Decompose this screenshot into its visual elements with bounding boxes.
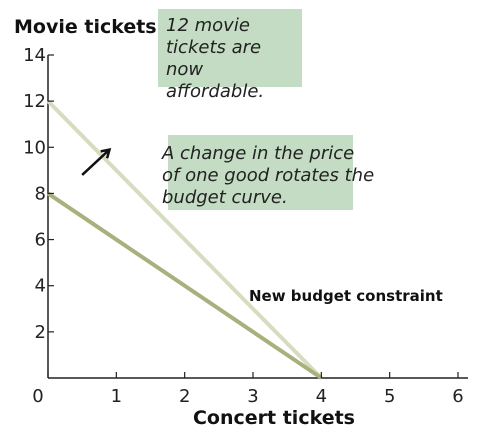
x-tick-label: 4 xyxy=(316,386,327,407)
annotation-rotation: A change in the price of one good rotate… xyxy=(162,135,374,210)
x-axis-label: Concert tickets xyxy=(193,407,355,429)
y-tick-label: 2 xyxy=(35,322,46,343)
x-tick-label: 5 xyxy=(384,386,395,407)
x-tick-label: 6 xyxy=(452,386,463,407)
arrow-head xyxy=(100,147,112,159)
x-tick-label: 1 xyxy=(111,386,122,407)
arrow-shaft xyxy=(81,148,111,176)
budget-line-1 xyxy=(46,191,323,380)
y-tick-label: 10 xyxy=(23,137,46,158)
y-tick-label: 8 xyxy=(35,183,46,204)
y-tick-label: 4 xyxy=(35,276,46,297)
y-tick-label: 6 xyxy=(35,230,46,251)
y-tick-label: 14 xyxy=(23,45,46,66)
annotation-rotation-text: A change in the price of one good rotate… xyxy=(162,143,375,208)
y-tick-label: 12 xyxy=(23,91,46,112)
y-ticks: 2 4 6 8 10 12 14 xyxy=(23,45,54,343)
x-tick-label: 3 xyxy=(247,386,258,407)
axes xyxy=(47,55,468,379)
new-budget-constraint-label: New budget constraint xyxy=(249,287,443,305)
x-tick-label: 2 xyxy=(179,386,190,407)
budget-lines xyxy=(46,99,323,380)
annotation-affordable-text: 12 movie tickets are now affordable. xyxy=(166,15,265,102)
rotation-arrow xyxy=(81,147,112,176)
annotation-affordable: 12 movie tickets are now affordable. xyxy=(158,9,302,102)
x-ticks: 0 1 2 3 4 5 6 xyxy=(32,372,464,407)
budget-line-2 xyxy=(46,99,323,380)
y-axis-label: Movie tickets xyxy=(14,16,157,38)
x-tick-label: 0 xyxy=(32,386,43,407)
